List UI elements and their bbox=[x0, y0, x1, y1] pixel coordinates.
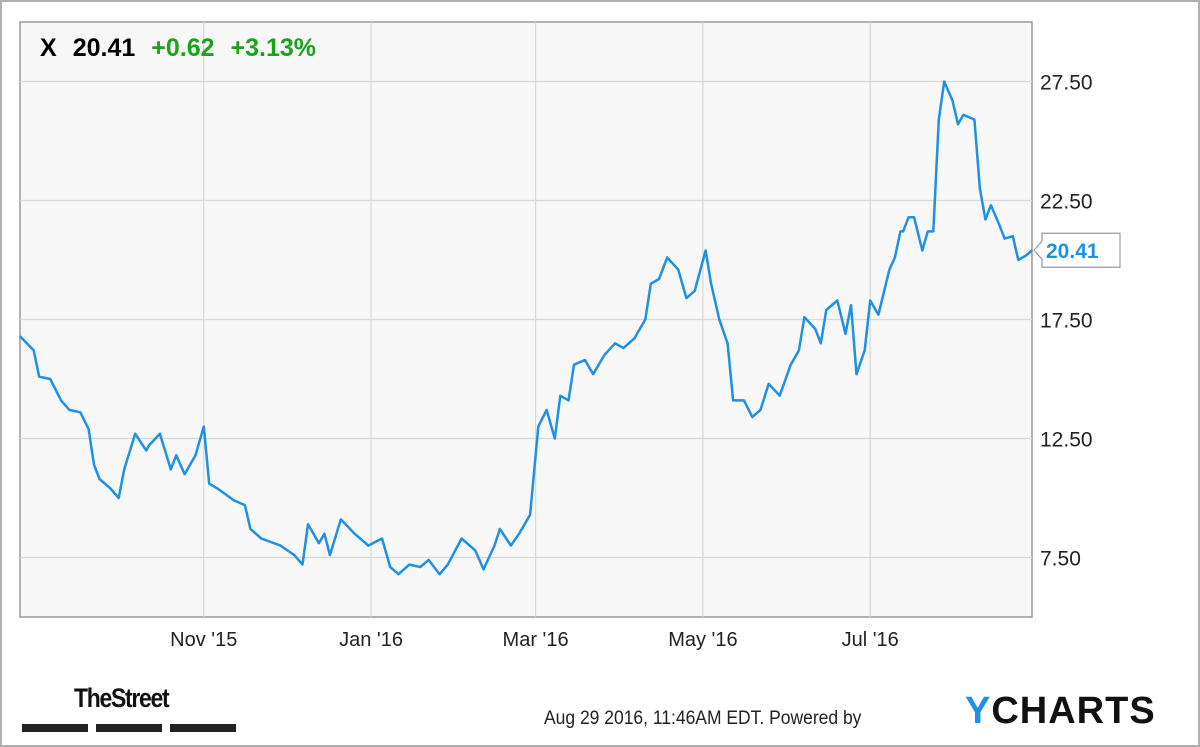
last-value-label: 20.41 bbox=[1046, 240, 1099, 263]
x-tick-label: Mar '16 bbox=[503, 629, 569, 651]
price-change-percent: +3.13% bbox=[230, 34, 317, 62]
price-change: +0.62 bbox=[151, 34, 215, 62]
x-axis-labels: Nov '15 Jan '16 Mar '16 May '16 Jul '16 bbox=[170, 629, 899, 651]
last-value-callout: 20.41 bbox=[1033, 232, 1121, 268]
price: 20.41 bbox=[72, 34, 136, 62]
ticker-symbol: X bbox=[40, 34, 57, 62]
y-tick-label: 7.50 bbox=[1040, 548, 1081, 571]
ycharts-logo: YCHARTS bbox=[965, 690, 1156, 732]
thestreet-logo: TheStreet bbox=[74, 683, 170, 713]
x-tick-label: Jan '16 bbox=[339, 629, 403, 651]
x-tick-label: May '16 bbox=[668, 629, 737, 651]
y-axis-labels: 7.50 12.50 17.50 22.50 27.50 bbox=[1040, 72, 1093, 571]
y-tick-label: 27.50 bbox=[1040, 72, 1093, 95]
quote-header: X 20.41 +0.62 +3.13% bbox=[40, 34, 316, 63]
y-tick-label: 22.50 bbox=[1040, 191, 1093, 214]
y-tick-label: 12.50 bbox=[1040, 429, 1093, 452]
x-tick-label: Jul '16 bbox=[842, 629, 899, 651]
y-tick-label: 17.50 bbox=[1040, 310, 1093, 333]
thestreet-logo-bars bbox=[22, 724, 236, 732]
gridlines bbox=[20, 22, 1032, 617]
x-tick-label: Nov '15 bbox=[170, 629, 237, 651]
price-line bbox=[19, 80, 1033, 576]
timestamp: Aug 29 2016, 11:46AM EDT. Powered by bbox=[544, 708, 862, 729]
